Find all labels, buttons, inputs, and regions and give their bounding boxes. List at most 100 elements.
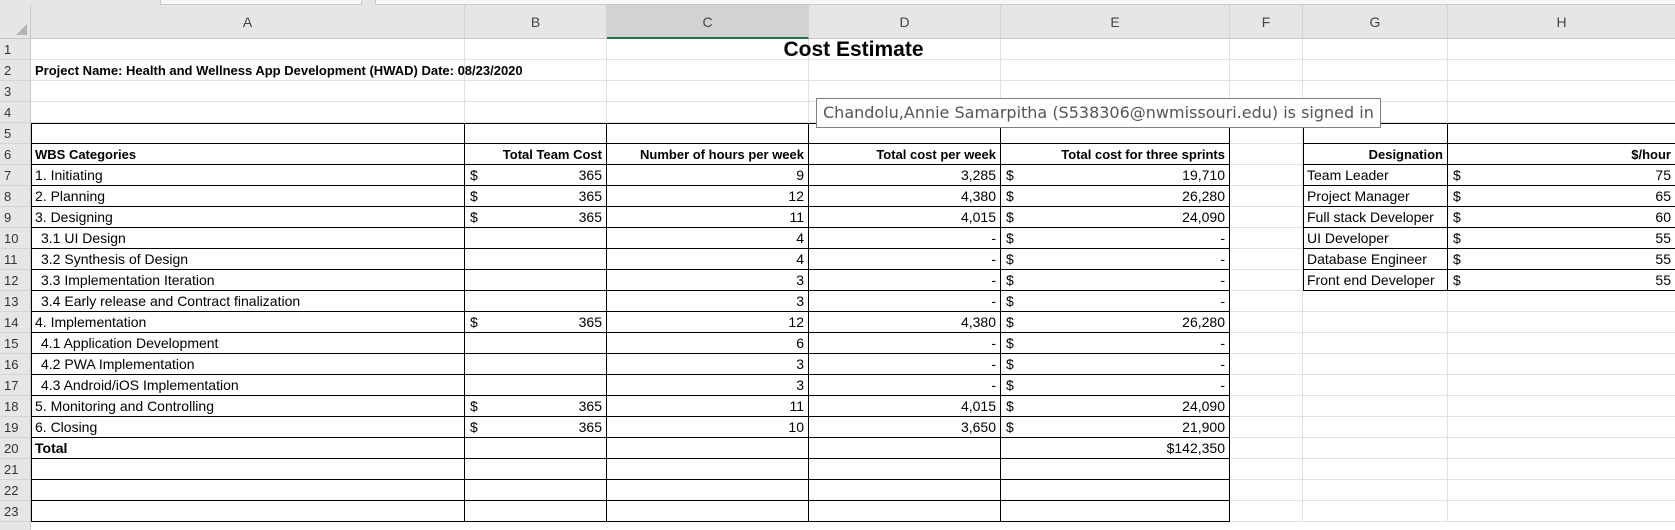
cell[interactable] (1448, 375, 1675, 396)
cost-sprints-value[interactable]: 26,280 $ (1001, 186, 1230, 207)
cell[interactable] (1230, 459, 1303, 480)
row-header-18[interactable]: 18 (0, 396, 31, 417)
cell[interactable] (1230, 270, 1303, 291)
hours-value[interactable]: 3 (607, 291, 809, 312)
cell[interactable] (1448, 333, 1675, 354)
cost-sprints-value[interactable]: - $ (1001, 291, 1230, 312)
cell[interactable] (31, 102, 465, 123)
header-total-team-cost[interactable]: Total Team Cost (465, 144, 607, 165)
cell[interactable] (1230, 291, 1303, 312)
designation-name[interactable]: Database Engineer (1303, 249, 1448, 270)
rate-value[interactable]: 55 $ (1448, 249, 1675, 270)
sheet-title[interactable]: Cost Estimate (783, 38, 924, 61)
team-cost-value[interactable]: 365 $ (465, 207, 607, 228)
cell[interactable] (607, 81, 809, 102)
wbs-label[interactable]: 4.3 Android/iOS Implementation (31, 375, 465, 396)
cell[interactable] (465, 102, 607, 123)
hours-value[interactable]: 3 (607, 354, 809, 375)
rate-table-cell[interactable] (1448, 123, 1675, 144)
column-header-f[interactable]: F (1230, 5, 1303, 39)
cell[interactable] (1448, 459, 1675, 480)
row-header-4[interactable]: 4 (0, 102, 31, 123)
table-cell[interactable] (809, 501, 1001, 522)
cost-week-value[interactable]: - (809, 228, 1001, 249)
wbs-label[interactable]: 3.3 Implementation Iteration (31, 270, 465, 291)
table-cell[interactable] (809, 438, 1001, 459)
row-header-13[interactable]: 13 (0, 291, 31, 312)
table-cell[interactable] (465, 333, 607, 354)
cell[interactable] (1230, 312, 1303, 333)
hours-value[interactable]: 6 (607, 333, 809, 354)
table-cell[interactable] (465, 375, 607, 396)
cost-week-value[interactable]: - (809, 249, 1001, 270)
table-cell[interactable] (465, 459, 607, 480)
cost-week-value[interactable]: 3,285 (809, 165, 1001, 186)
cell[interactable] (31, 39, 465, 60)
row-header-12[interactable]: 12 (0, 270, 31, 291)
cell[interactable] (1230, 144, 1303, 165)
rate-value[interactable]: 60 $ (1448, 207, 1675, 228)
hours-value[interactable]: 3 (607, 270, 809, 291)
cell[interactable] (607, 39, 809, 60)
team-cost-value[interactable]: 365 $ (465, 396, 607, 417)
team-cost-value[interactable]: 365 $ (465, 186, 607, 207)
cell[interactable] (809, 60, 1001, 81)
cell[interactable] (607, 102, 809, 123)
rate-value[interactable]: 55 $ (1448, 270, 1675, 291)
row-header-23[interactable]: 23 (0, 501, 31, 522)
table-cell[interactable] (1001, 459, 1230, 480)
designation-name[interactable]: Front end Developer (1303, 270, 1448, 291)
team-cost-value[interactable]: 365 $ (465, 165, 607, 186)
table-cell[interactable] (465, 123, 607, 144)
row-header-20[interactable]: 20 (0, 438, 31, 459)
wbs-label[interactable]: 3.1 UI Design (31, 228, 465, 249)
cell[interactable] (1230, 207, 1303, 228)
designation-name[interactable]: Project Manager (1303, 186, 1448, 207)
cost-sprints-value[interactable]: 24,090 $ (1001, 207, 1230, 228)
project-name-text[interactable]: Project Name: Health and Wellness App De… (35, 63, 523, 78)
cell[interactable] (1303, 312, 1448, 333)
cell[interactable] (1448, 438, 1675, 459)
hours-value[interactable]: 12 (607, 312, 809, 333)
cell[interactable] (1230, 480, 1303, 501)
column-header-b[interactable]: B (465, 5, 607, 39)
cell[interactable] (1303, 354, 1448, 375)
cell[interactable] (1303, 396, 1448, 417)
table-cell[interactable] (607, 459, 809, 480)
cell[interactable] (1001, 39, 1230, 60)
cell[interactable] (465, 39, 607, 60)
cell[interactable] (1303, 438, 1448, 459)
row-header-2[interactable]: 2 (0, 60, 31, 81)
cost-week-value[interactable]: - (809, 375, 1001, 396)
table-cell[interactable] (809, 480, 1001, 501)
cost-sprints-value[interactable]: 24,090 $ (1001, 396, 1230, 417)
row-header-3[interactable]: 3 (0, 81, 31, 102)
row-header-19[interactable]: 19 (0, 417, 31, 438)
select-all-corner[interactable] (0, 5, 31, 39)
rate-value[interactable]: 75 $ (1448, 165, 1675, 186)
hours-value[interactable]: 9 (607, 165, 809, 186)
cell[interactable] (1230, 354, 1303, 375)
cell[interactable] (1448, 417, 1675, 438)
row-header-15[interactable]: 15 (0, 333, 31, 354)
cell[interactable] (1448, 291, 1675, 312)
wbs-label[interactable]: 3.4 Early release and Contract finalizat… (31, 291, 465, 312)
table-cell[interactable] (31, 501, 465, 522)
wbs-label[interactable]: 5. Monitoring and Controlling (31, 396, 465, 417)
sheet-tab-edge[interactable] (160, 0, 362, 5)
cost-week-value[interactable]: 4,015 (809, 396, 1001, 417)
cell[interactable] (1001, 60, 1230, 81)
cost-week-value[interactable]: 4,380 (809, 186, 1001, 207)
table-cell[interactable] (31, 459, 465, 480)
table-cell[interactable] (465, 354, 607, 375)
table-cell[interactable] (607, 438, 809, 459)
cell[interactable] (1230, 438, 1303, 459)
cell[interactable] (1230, 60, 1303, 81)
cell[interactable] (1448, 354, 1675, 375)
cost-week-value[interactable]: - (809, 333, 1001, 354)
cost-week-value[interactable]: 4,015 (809, 207, 1001, 228)
rate-value[interactable]: 65 $ (1448, 186, 1675, 207)
cell[interactable] (1448, 60, 1675, 81)
cell[interactable] (1230, 186, 1303, 207)
designation-name[interactable]: Team Leader (1303, 165, 1448, 186)
